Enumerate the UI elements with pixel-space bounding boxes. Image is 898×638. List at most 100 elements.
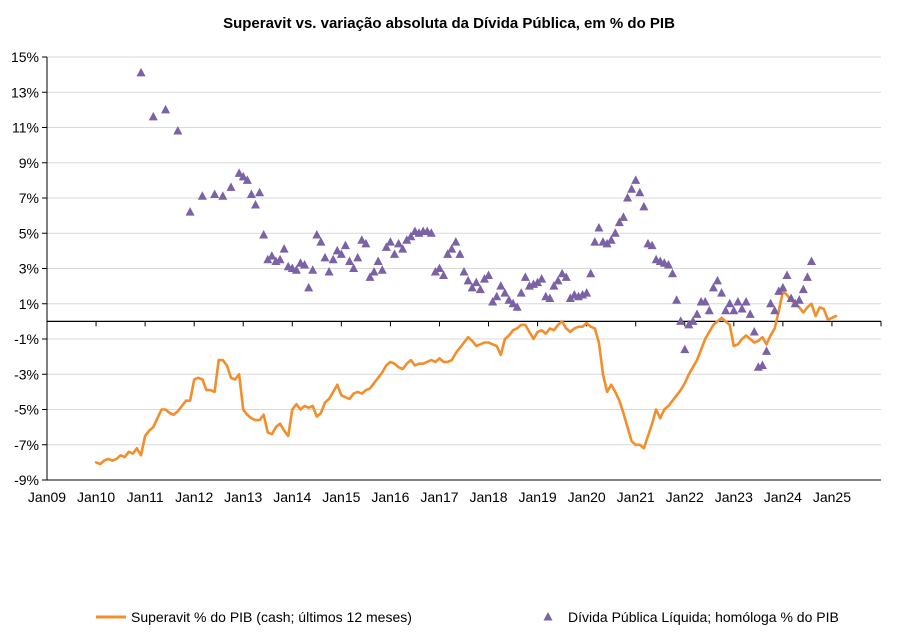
data-point-triangle <box>463 275 473 285</box>
x-tick-label: Jan16 <box>371 489 409 505</box>
x-tick-label: Jan21 <box>617 489 655 505</box>
y-tick-label: 5% <box>19 225 39 241</box>
data-point-triangle <box>680 344 690 354</box>
data-point-triangle <box>618 212 628 221</box>
y-tick-label: -5% <box>14 402 39 418</box>
y-tick-label: -1% <box>14 331 39 347</box>
data-point-triangle <box>500 288 510 297</box>
data-point-triangle <box>434 263 444 272</box>
data-point-triangle <box>447 244 457 253</box>
data-point-triangle <box>246 189 256 198</box>
data-point-triangle <box>234 168 244 177</box>
data-point-triangle <box>553 275 563 285</box>
data-point-triangle <box>484 270 494 280</box>
x-axis-tick-labels: Jan09 Jan10 Jan11 Jan12 Jan13 Jan14 Jan15 Jan16… <box>28 489 851 505</box>
data-point-triangle <box>692 309 702 318</box>
data-point-triangle <box>757 360 767 369</box>
data-point-triangle <box>300 259 310 269</box>
data-point-triangle <box>582 288 592 297</box>
data-point-triangle <box>663 259 673 269</box>
data-point-triangle <box>545 293 555 302</box>
data-point-triangle <box>308 265 318 274</box>
chart-title: Superavit vs. variação absoluta da Dívid… <box>223 15 675 32</box>
data-point-triangle <box>353 252 363 262</box>
gridlines <box>47 56 881 446</box>
data-point-triangle <box>770 305 780 315</box>
data-point-triangle <box>623 193 633 202</box>
y-tick-label: 3% <box>19 261 39 277</box>
x-tick-label: Jan17 <box>420 489 458 505</box>
data-point-triangle <box>328 254 338 264</box>
data-point-triangle <box>451 237 461 246</box>
data-point-triangle <box>304 282 314 292</box>
data-point-triangle <box>737 304 747 313</box>
data-point-triangle <box>537 274 547 283</box>
data-point-triangle <box>504 295 514 304</box>
x-tick-label: Jan24 <box>764 489 802 505</box>
data-point-triangle <box>561 272 571 281</box>
data-point-triangle <box>475 284 485 294</box>
data-point-triangle <box>357 235 367 244</box>
data-point-triangle <box>606 235 616 244</box>
data-point-triangle <box>766 298 776 308</box>
y-tick-label: 1% <box>19 296 39 312</box>
data-point-triangle <box>324 267 334 276</box>
data-point-triangle <box>373 256 383 265</box>
data-point-triangle <box>455 249 465 258</box>
data-point-triangle <box>782 270 792 280</box>
series <box>94 67 838 466</box>
y-tick-label: -9% <box>14 472 39 488</box>
data-point-triangle <box>647 240 657 250</box>
x-tick-label: Jan22 <box>666 489 704 505</box>
data-point-triangle <box>627 184 637 193</box>
data-point-triangle <box>365 272 375 281</box>
x-tick-label: Jan25 <box>813 489 851 505</box>
data-point-triangle <box>210 189 220 198</box>
legend: Superavit % do PIB (cash; últimos 12 mes… <box>96 609 839 625</box>
data-point-triangle <box>398 244 408 253</box>
data-point-triangle <box>361 238 371 248</box>
y-tick-label: 11% <box>12 120 39 136</box>
data-point-triangle <box>778 282 788 292</box>
data-point-triangle <box>218 191 228 200</box>
data-point-triangle <box>316 237 326 246</box>
data-point-triangle <box>631 175 641 184</box>
x-tick-label: Jan14 <box>273 489 311 505</box>
data-point-triangle <box>443 249 453 258</box>
data-point-triangle <box>639 201 649 211</box>
data-point-triangle <box>251 200 260 209</box>
data-point-triangle <box>161 104 171 114</box>
data-point-triangle <box>802 272 812 281</box>
y-tick-label: 9% <box>19 155 39 171</box>
data-point-triangle <box>349 263 359 272</box>
data-point-triangle <box>255 187 265 197</box>
data-point-triangle <box>794 295 804 304</box>
data-point-triangle <box>704 305 714 315</box>
axes <box>42 56 882 481</box>
data-point-triangle <box>516 288 526 297</box>
data-point-triangle <box>741 296 751 306</box>
data-point-triangle <box>136 67 146 77</box>
data-point-triangle <box>508 298 518 308</box>
data-point-triangle <box>807 256 816 265</box>
data-point-triangle <box>594 222 604 232</box>
data-point-triangle <box>320 252 330 262</box>
data-point-triangle <box>226 182 236 191</box>
data-point-triangle <box>733 296 743 306</box>
data-point-triangle <box>721 305 731 315</box>
x-tick-label: Jan19 <box>519 489 557 505</box>
x-tick-label: Jan15 <box>322 489 360 505</box>
x-tick-label: Jan10 <box>77 489 115 505</box>
data-point-triangle <box>520 272 530 281</box>
data-point-triangle <box>312 230 322 239</box>
data-point-triangle <box>340 240 350 250</box>
x-tick-label: Jan18 <box>469 489 507 505</box>
data-point-triangle <box>745 309 755 318</box>
data-point-triangle <box>267 251 277 260</box>
y-tick-label: -3% <box>14 366 39 382</box>
data-point-triangle <box>712 275 722 285</box>
series-line-superavit <box>94 290 838 466</box>
legend-label-divida: Dívida Pública Líquida; homóloga % do PI… <box>568 609 839 625</box>
data-point-triangle <box>185 207 195 216</box>
data-point-triangle <box>426 228 436 237</box>
